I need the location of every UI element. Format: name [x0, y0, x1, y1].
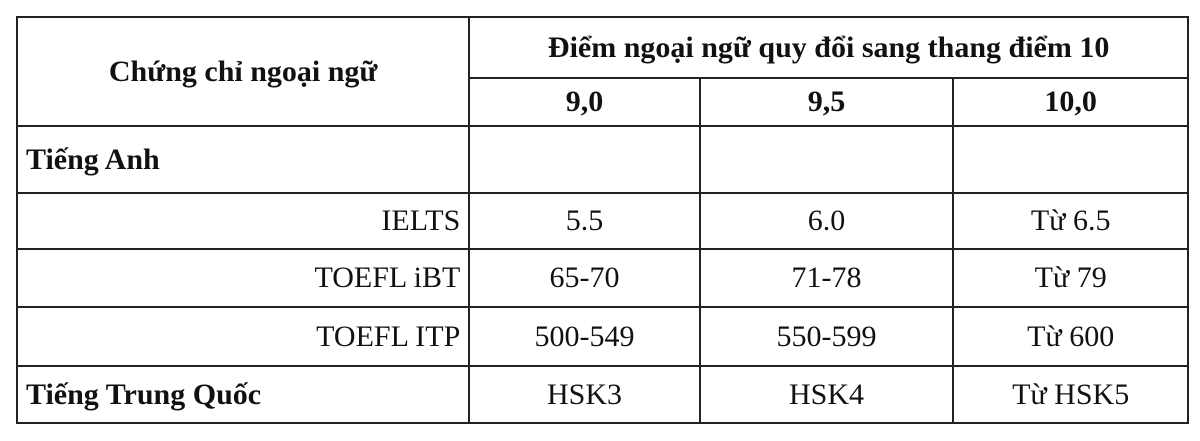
- table-row: TOEFL ITP 500-549 550-599 Từ 600: [15, 306, 1189, 367]
- table-row: IELTS 5.5 6.0 Từ 6.5: [15, 192, 1189, 250]
- table-row: TOEFL iBT 65-70 71-78 Từ 79: [15, 248, 1189, 308]
- header-score: 9,5: [698, 77, 955, 127]
- row-label: Tiếng Trung Quốc: [15, 365, 471, 424]
- cell: 65-70: [468, 248, 701, 308]
- cell: HSK4: [698, 365, 955, 424]
- row-label: Tiếng Anh: [15, 125, 471, 194]
- row-label: TOEFL iBT: [15, 248, 471, 308]
- conversion-table: Chứng chỉ ngoại ngữ Điểm ngoại ngữ quy đ…: [15, 16, 1189, 424]
- table-row: Tiếng Trung Quốc HSK3 HSK4 Từ HSK5: [15, 365, 1189, 424]
- cell: Từ 6.5: [952, 192, 1189, 250]
- header-score: 10,0: [952, 77, 1189, 127]
- row-label: TOEFL ITP: [15, 306, 471, 367]
- cell: [952, 125, 1189, 194]
- cell: Từ 79: [952, 248, 1189, 308]
- cell: Từ 600: [952, 306, 1189, 367]
- cell: 500-549: [468, 306, 701, 367]
- table-row: Tiếng Anh: [15, 125, 1189, 194]
- cell: 5.5: [468, 192, 701, 250]
- row-label: IELTS: [15, 192, 471, 250]
- cell: HSK3: [468, 365, 701, 424]
- header-certificate: Chứng chỉ ngoại ngữ: [15, 16, 471, 127]
- cell: [698, 125, 955, 194]
- cell: 71-78: [698, 248, 955, 308]
- cell: Từ HSK5: [952, 365, 1189, 424]
- cell: 550-599: [698, 306, 955, 367]
- cell: 6.0: [698, 192, 955, 250]
- header-score: 9,0: [468, 77, 701, 127]
- cell: [468, 125, 701, 194]
- header-group: Điểm ngoại ngữ quy đổi sang thang điểm 1…: [468, 16, 1189, 79]
